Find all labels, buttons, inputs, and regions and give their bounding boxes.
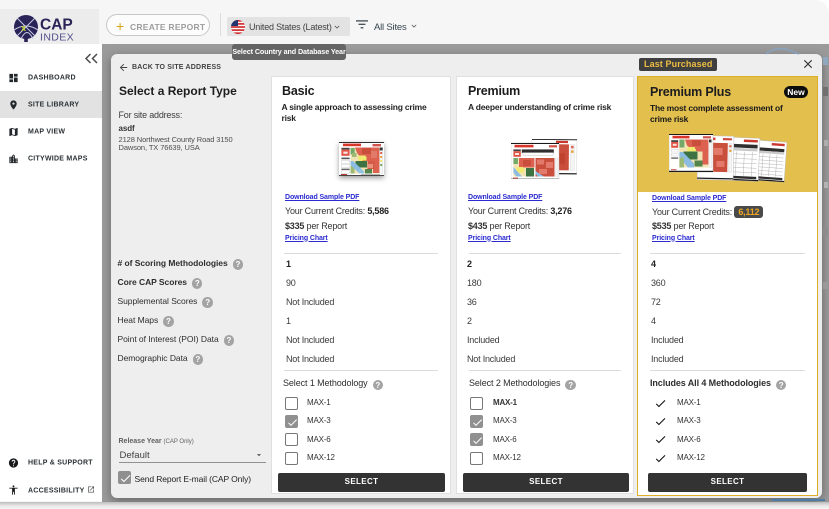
svg-text:CAP: CAP [40, 17, 73, 34]
svg-text:x: x [21, 23, 26, 33]
svg-text:INDEX: INDEX [40, 32, 74, 44]
